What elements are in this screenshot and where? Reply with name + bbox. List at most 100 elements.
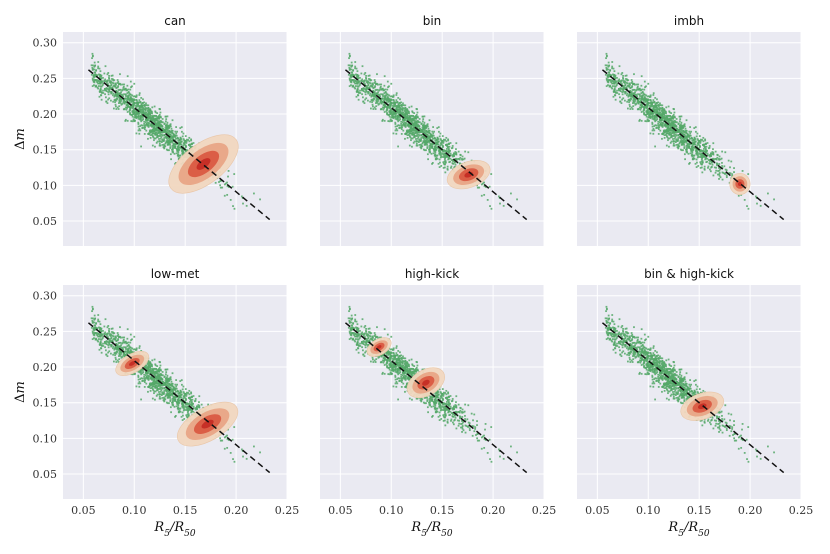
scatter-point	[396, 110, 399, 113]
scatter-point	[413, 140, 416, 143]
scatter-point	[143, 120, 146, 123]
scatter-point	[639, 104, 642, 107]
scatter-point	[437, 138, 440, 140]
scatter-point	[439, 161, 441, 164]
scatter-point	[678, 124, 681, 127]
scatter-point	[104, 341, 106, 343]
scatter-point	[426, 140, 429, 143]
scatter-point	[718, 169, 721, 172]
scatter-point	[137, 129, 140, 132]
scatter-point	[404, 104, 407, 107]
scatter-point	[653, 116, 656, 119]
scatter-point	[149, 136, 152, 139]
scatter-point	[685, 131, 688, 134]
scatter-point	[635, 103, 638, 105]
scatter-point	[114, 94, 117, 96]
scatter-point	[112, 100, 115, 103]
scatter-point	[175, 132, 178, 135]
scatter-point	[129, 98, 132, 101]
scatter-point	[373, 106, 376, 109]
scatter-point	[400, 126, 403, 129]
scatter-point	[611, 87, 614, 90]
scatter-point	[421, 126, 424, 129]
scatter-point	[406, 118, 409, 120]
scatter-point	[132, 113, 135, 116]
scatter-point	[120, 91, 122, 94]
scatter-point	[376, 98, 379, 100]
scatter-point	[428, 140, 430, 143]
scatter-point	[636, 85, 639, 88]
scatter-point	[397, 104, 400, 106]
scatter-point	[689, 126, 692, 128]
scatter-point	[429, 143, 432, 146]
scatter-point	[101, 80, 104, 83]
scatter-point	[164, 115, 167, 118]
scatter-point	[439, 132, 442, 135]
scatter-point	[620, 73, 623, 76]
scatter-point	[142, 98, 144, 101]
scatter-point	[386, 93, 389, 96]
scatter-point	[640, 105, 643, 108]
scatter-point	[451, 162, 454, 165]
scatter-point	[175, 152, 178, 155]
scatter-point	[413, 112, 416, 115]
scatter-point	[605, 77, 608, 80]
scatter-point	[618, 96, 621, 99]
scatter-point	[367, 84, 370, 87]
scatter-point	[694, 138, 697, 140]
scatter-point	[698, 144, 701, 147]
scatter-point	[422, 135, 424, 138]
scatter-point	[415, 142, 418, 145]
scatter-point	[484, 186, 487, 188]
scatter-point	[166, 129, 169, 131]
scatter-point	[653, 106, 656, 109]
scatter-point	[365, 90, 368, 93]
scatter-point	[114, 103, 117, 106]
scatter-point	[410, 137, 413, 140]
scatter-point	[221, 186, 224, 189]
scatter-point	[380, 99, 383, 102]
scatter-point	[181, 388, 184, 391]
scatter-point	[378, 83, 381, 86]
scatter-point	[665, 106, 668, 109]
scatter-point	[146, 115, 149, 118]
scatter-point	[404, 110, 407, 113]
scatter-point	[614, 80, 617, 83]
scatter-point	[644, 114, 647, 116]
scatter-point	[153, 373, 156, 376]
scatter-point	[369, 79, 372, 82]
scatter-point	[170, 158, 172, 161]
scatter-point	[137, 101, 140, 104]
scatter-point	[665, 123, 668, 125]
scatter-point	[682, 126, 684, 129]
scatter-point	[634, 91, 636, 94]
scatter-point	[695, 135, 698, 138]
scatter-point	[184, 147, 186, 150]
scatter-point	[510, 192, 512, 195]
scatter-point	[413, 117, 415, 120]
panel-imbh: imbh	[577, 14, 802, 246]
scatter-point	[104, 78, 107, 81]
y-tick-label: 0.20	[33, 108, 58, 121]
scatter-point	[692, 143, 695, 146]
scatter-point	[434, 154, 437, 157]
scatter-point	[181, 419, 184, 421]
scatter-point	[170, 127, 173, 130]
scatter-point	[695, 152, 698, 155]
scatter-point	[428, 131, 431, 134]
scatter-point	[178, 154, 181, 157]
scatter-point	[140, 398, 143, 401]
scatter-point	[159, 140, 162, 143]
scatter-point	[412, 124, 414, 127]
scatter-point	[667, 120, 670, 123]
scatter-point	[412, 141, 415, 144]
scatter-point	[154, 122, 157, 125]
scatter-point	[411, 133, 414, 136]
scatter-point	[381, 120, 384, 122]
scatter-point	[91, 77, 94, 80]
scatter-point	[108, 81, 111, 84]
scatter-point	[728, 172, 731, 174]
scatter-point	[679, 135, 681, 138]
scatter-point	[374, 85, 377, 87]
scatter-point	[177, 151, 180, 154]
